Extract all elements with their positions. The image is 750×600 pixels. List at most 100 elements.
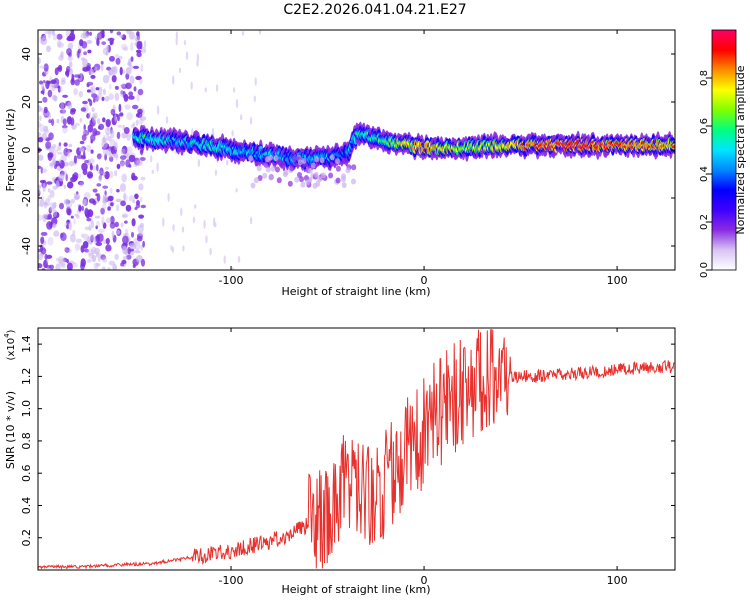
- noise-dot: [132, 264, 136, 268]
- noise-dot: [102, 88, 106, 96]
- ridge-cell: [345, 167, 351, 174]
- noise-dot: [132, 122, 136, 127]
- noise-dot: [47, 30, 52, 39]
- noise-dot: [122, 256, 128, 260]
- noise-dot: [120, 148, 126, 155]
- noise-dot: [109, 83, 112, 90]
- noise-dot: [66, 206, 71, 216]
- noise-dot: [67, 248, 72, 254]
- noise-dot: [235, 188, 238, 193]
- noise-dot: [121, 43, 128, 51]
- noise-dot: [80, 258, 86, 268]
- noise-dot: [47, 213, 53, 220]
- noise-dot: [96, 234, 100, 243]
- noise-dot: [89, 99, 93, 107]
- noise-dot: [59, 202, 64, 210]
- noise-dot: [125, 82, 132, 90]
- noise-dot: [140, 176, 146, 181]
- noise-dot: [118, 103, 122, 113]
- noise-dot: [140, 204, 146, 209]
- noise-dot: [44, 253, 48, 260]
- noise-dot: [104, 127, 112, 136]
- noise-dot: [114, 92, 120, 102]
- ridge-cell: [291, 155, 297, 162]
- figure-title: C2E2.2026.041.04.21.E27: [283, 2, 466, 18]
- noise-dot: [96, 96, 101, 100]
- noise-dot: [136, 94, 140, 102]
- noise-dot: [150, 155, 153, 163]
- noise-dot: [130, 42, 134, 51]
- noise-dot: [87, 248, 94, 256]
- noise-dot: [138, 118, 144, 125]
- snr-scale-label: (x104): [3, 329, 17, 360]
- ridge-cell: [248, 155, 254, 162]
- noise-dot: [107, 267, 111, 270]
- noise-dot: [165, 116, 169, 124]
- noise-dot: [51, 83, 59, 89]
- noise-dot: [81, 155, 86, 160]
- noise-dot: [66, 149, 71, 158]
- noise-dot: [86, 113, 90, 119]
- ridge-cell: [287, 180, 293, 187]
- noise-dot: [231, 129, 234, 137]
- noise-dot: [88, 111, 92, 120]
- noise-dot: [116, 163, 121, 170]
- noise-dot: [102, 136, 106, 144]
- noise-dot: [60, 263, 66, 269]
- noise-dot: [129, 65, 134, 70]
- noise-dot: [86, 144, 92, 152]
- noise-dot: [102, 203, 107, 210]
- noise-dot: [46, 221, 53, 230]
- noise-dot: [53, 230, 60, 237]
- noise-dot: [95, 241, 103, 247]
- noise-dot: [56, 39, 62, 48]
- noise-dot: [55, 258, 60, 261]
- ridge-cell: [319, 157, 325, 164]
- noise-dot: [84, 226, 92, 231]
- noise-dot: [101, 62, 104, 72]
- noise-dot: [43, 125, 49, 132]
- noise-dot: [92, 114, 97, 124]
- noise-dot: [70, 233, 76, 243]
- noise-dot: [70, 36, 74, 40]
- noise-dot: [131, 175, 138, 181]
- noise-dot: [95, 251, 99, 258]
- x-tick-label: 100: [607, 574, 628, 587]
- noise-dot: [105, 148, 111, 156]
- ridge-cell: [329, 154, 335, 161]
- noise-dot: [135, 75, 142, 81]
- noise-dot: [121, 259, 127, 265]
- noise-dot: [68, 61, 73, 68]
- noise-dot: [91, 254, 97, 263]
- noise-dot: [72, 173, 75, 180]
- noise-dot: [72, 229, 76, 236]
- noise-dot: [117, 124, 123, 128]
- noise-dot: [182, 245, 185, 252]
- y-tick-label: 20: [20, 95, 33, 109]
- noise-dot: [38, 154, 44, 161]
- noise-dot: [140, 63, 144, 73]
- noise-dot: [74, 196, 79, 201]
- ridge-cell: [273, 155, 279, 161]
- y-tick-label: 0.4: [20, 497, 33, 515]
- noise-dot: [53, 201, 57, 209]
- noise-dot: [111, 75, 117, 83]
- y-tick-label: 1.2: [20, 368, 33, 386]
- noise-dot: [92, 128, 98, 137]
- noise-dot: [40, 37, 48, 46]
- noise-dot: [106, 66, 112, 71]
- spectrogram-x-axis: -100 0 100: [219, 30, 628, 287]
- noise-dot: [114, 85, 119, 90]
- noise-dot: [90, 86, 94, 95]
- ridge-cell: [294, 176, 300, 183]
- noise-dot: [38, 263, 43, 269]
- noise-dot: [63, 142, 68, 147]
- noise-dot: [101, 41, 106, 45]
- noise-dot: [93, 97, 96, 103]
- noise-dot: [131, 218, 136, 227]
- ridge-cell: [341, 157, 347, 164]
- noise-dot: [101, 140, 108, 149]
- noise-dot: [100, 207, 105, 215]
- noise-dot: [82, 241, 89, 249]
- noise-dot: [96, 220, 100, 228]
